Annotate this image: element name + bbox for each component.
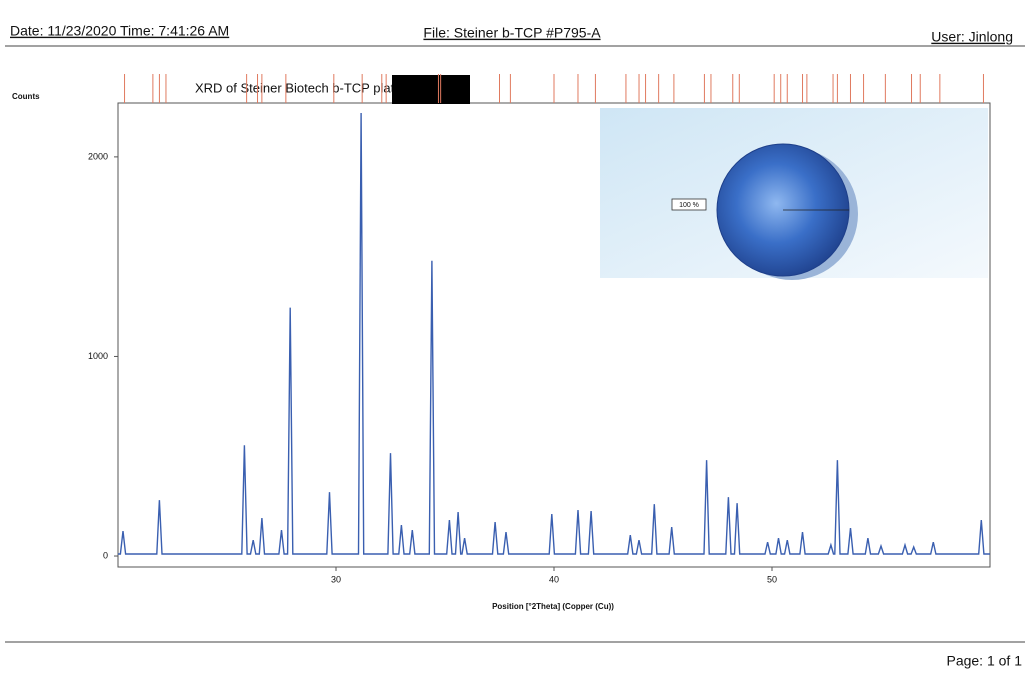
y-tick-label: 0 (103, 550, 108, 560)
x-tick-label: 50 (767, 574, 777, 584)
diffraction-line (118, 112, 990, 555)
y-tick-label: 2000 (88, 151, 108, 161)
header-date: Date: 11/23/2020 Time: 7:41:26 AM (10, 23, 229, 39)
chart-title: XRD of Steiner Biotech b-TCP plate (195, 80, 401, 95)
header-file: File: Steiner b-TCP #P795-A (423, 25, 601, 41)
y-axis-label: Counts (12, 92, 40, 101)
x-tick-label: 30 (331, 574, 341, 584)
slice-label: 100 % (679, 202, 699, 209)
x-tick-label: 40 (549, 574, 559, 584)
y-tick-label: 1000 (88, 351, 108, 361)
redaction (392, 75, 470, 104)
x-axis-label: Position [°2Theta] (Copper (Cu)) (492, 602, 614, 611)
label-box (671, 198, 707, 211)
footer-page: Page: 1 of 1 (946, 653, 1022, 669)
header-user: User: Jinlong (931, 29, 1013, 45)
